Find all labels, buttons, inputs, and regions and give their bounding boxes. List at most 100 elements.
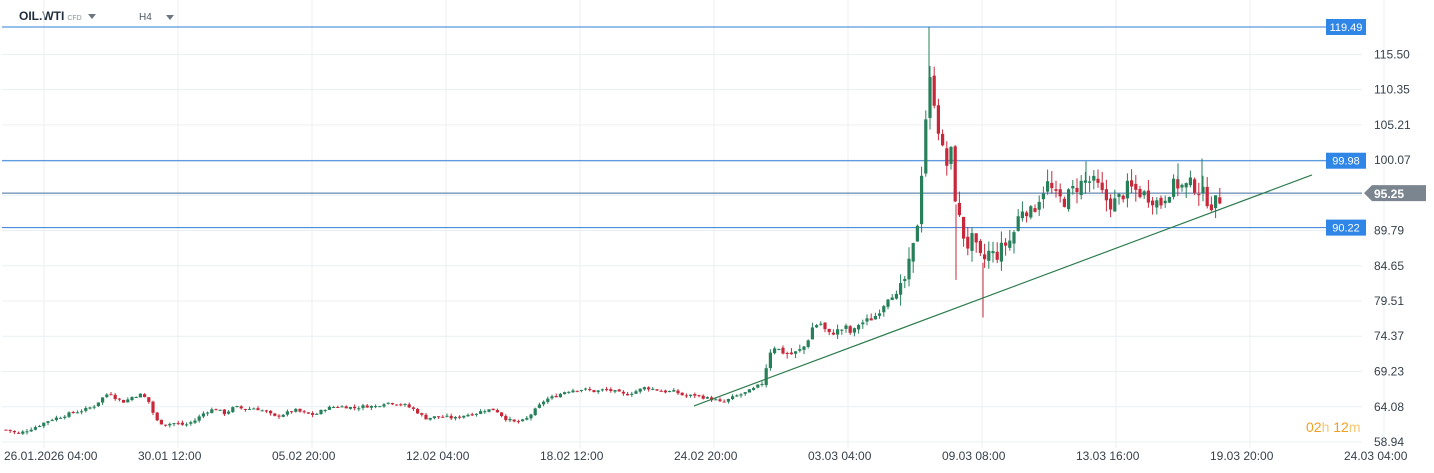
candle-body [109, 394, 113, 396]
candle [315, 412, 319, 415]
level-price-badge[interactable] [1326, 152, 1366, 169]
candle-body [504, 415, 508, 421]
candle [680, 392, 684, 396]
trendline[interactable] [693, 174, 1313, 407]
candle [138, 393, 142, 398]
candle-body [647, 387, 651, 390]
candle [815, 323, 819, 329]
candle-body [256, 408, 260, 411]
candle-body [1209, 204, 1213, 211]
candle-body [920, 175, 924, 225]
candle-body [1041, 193, 1045, 200]
candle [411, 406, 415, 412]
candle-body [1083, 180, 1087, 183]
candle-body [122, 399, 126, 403]
candle [546, 396, 550, 404]
candle [437, 416, 441, 420]
candle-body [689, 394, 693, 396]
time-tick-label: 30.01 12:00 [138, 449, 202, 463]
candle-body [1025, 212, 1029, 217]
candle [953, 145, 957, 203]
candle-body [4, 429, 8, 431]
candle-body [382, 404, 386, 407]
candle-body [789, 352, 793, 355]
candle-body [571, 390, 575, 393]
candle [907, 247, 911, 287]
timeframe-selector[interactable]: H4 [139, 12, 174, 23]
candle-body [764, 368, 768, 386]
candle-body [1197, 194, 1201, 196]
candle-body [663, 390, 667, 393]
candle-body [680, 392, 684, 396]
candle-body [911, 243, 915, 262]
candle-body [214, 409, 218, 411]
candle-body [357, 408, 361, 410]
candle-body [941, 133, 945, 146]
candle-body [336, 407, 340, 409]
candle-body [17, 432, 21, 434]
candle-countdown: 02h 12m [1306, 419, 1361, 435]
candle-body [773, 348, 777, 354]
candle [1109, 194, 1113, 218]
candle [525, 415, 529, 421]
candle [638, 388, 642, 394]
candle-body [1109, 198, 1113, 210]
chevron-down-icon[interactable] [165, 14, 174, 20]
candle-body [80, 411, 84, 413]
candle-body [151, 401, 155, 413]
candle-body [348, 407, 352, 409]
candle [1092, 170, 1096, 190]
candle-body [453, 417, 457, 419]
time-tick-label: 24.02 20:00 [674, 449, 738, 463]
candle [399, 403, 403, 407]
candle-body [1188, 177, 1192, 186]
candle [420, 412, 424, 417]
candle [344, 405, 348, 409]
candle-body [1184, 183, 1188, 188]
candle [1159, 195, 1163, 209]
candle-body [999, 242, 1003, 262]
candle [206, 411, 210, 417]
candle-body [890, 297, 894, 301]
candle [1121, 194, 1125, 203]
candle-body [659, 390, 663, 392]
candle [1041, 186, 1045, 209]
candle [974, 233, 978, 253]
candle [689, 394, 693, 398]
candle-body [1121, 195, 1125, 200]
candle-body [75, 412, 79, 414]
candle [735, 394, 739, 397]
symbol-selector[interactable]: OIL.WTI CFD [19, 9, 96, 23]
candle-body [411, 407, 415, 409]
current-price-label: 95.25 [1374, 187, 1404, 201]
candle [857, 323, 861, 334]
candle [647, 386, 651, 392]
candle [584, 387, 588, 391]
candle-body [1058, 189, 1062, 197]
candle [1180, 183, 1184, 192]
candle [306, 412, 310, 414]
candle [458, 415, 462, 420]
candle [218, 409, 222, 412]
candle [861, 319, 865, 329]
candle [1016, 209, 1020, 232]
level-price-badge[interactable] [1326, 19, 1366, 35]
candle [764, 364, 768, 388]
candle [1134, 175, 1138, 202]
candle-body [470, 414, 474, 416]
candle-body [588, 389, 592, 391]
price-axis: 115.50110.35105.21100.0794.9389.7984.657… [1374, 47, 1411, 449]
candle-body [1163, 200, 1167, 204]
candle [54, 415, 58, 422]
candle [1193, 177, 1197, 195]
candle [390, 402, 394, 406]
candle-body [962, 216, 966, 239]
level-price-badge[interactable] [1326, 219, 1366, 236]
candle [978, 239, 982, 256]
candle-body [1104, 189, 1108, 201]
chevron-down-icon[interactable] [87, 14, 96, 20]
candle [533, 407, 537, 416]
candle [1218, 187, 1222, 205]
candle-body [269, 410, 273, 414]
